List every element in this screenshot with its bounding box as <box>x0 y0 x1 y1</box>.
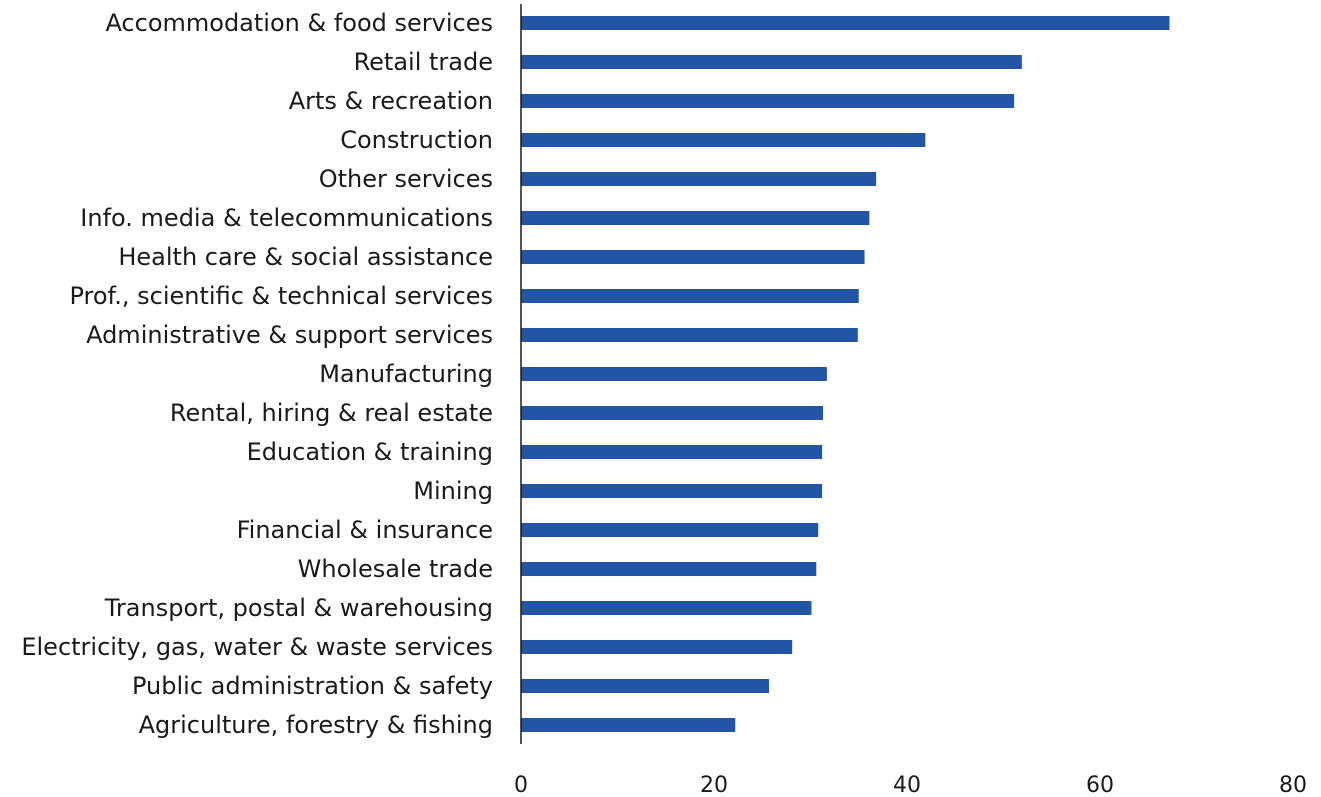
x-tick-label: 80 <box>1279 773 1307 797</box>
category-label: Prof., scientific & technical services <box>69 282 493 310</box>
bar <box>521 172 877 186</box>
category-label: Accommodation & food services <box>105 9 493 37</box>
bar <box>521 679 770 693</box>
bar <box>521 250 865 264</box>
x-tick-label: 20 <box>700 773 728 797</box>
bar <box>521 445 823 459</box>
category-label: Financial & insurance <box>237 516 493 544</box>
bar <box>521 484 823 498</box>
bar <box>521 718 736 732</box>
bar <box>521 16 1170 30</box>
bars-group <box>521 16 1170 732</box>
category-label: Retail trade <box>354 48 493 76</box>
category-label: Administrative & support services <box>86 321 493 349</box>
x-tick-labels-group: 0 20 40 60 80 <box>514 773 1307 797</box>
category-label: Health care & social assistance <box>118 243 493 271</box>
category-label: Info. media & telecommunications <box>80 204 493 232</box>
category-label: Electricity, gas, water & waste services <box>21 633 493 661</box>
bar <box>521 133 926 147</box>
category-label: Transport, postal & warehousing <box>104 594 493 622</box>
bar <box>521 523 819 537</box>
bar <box>521 640 793 654</box>
bar <box>521 562 817 576</box>
bar <box>521 55 1022 69</box>
category-label: Arts & recreation <box>289 87 493 115</box>
x-tick-label: 40 <box>893 773 921 797</box>
category-label: Wholesale trade <box>298 555 493 583</box>
bar <box>521 367 827 381</box>
category-label: Education & training <box>247 438 493 466</box>
category-labels-group: Accommodation & food services Retail trad… <box>21 9 493 739</box>
bar <box>521 94 1015 108</box>
category-label: Public administration & safety <box>132 672 493 700</box>
x-tick-label: 60 <box>1086 773 1114 797</box>
category-label: Construction <box>340 126 493 154</box>
category-label: Manufacturing <box>319 360 493 388</box>
bar <box>521 328 858 342</box>
bar <box>521 406 824 420</box>
bar <box>521 289 859 303</box>
category-label: Agriculture, forestry & fishing <box>139 711 493 739</box>
x-tick-label: 0 <box>514 773 528 797</box>
category-label: Mining <box>413 477 493 505</box>
category-label: Rental, hiring & real estate <box>170 399 493 427</box>
bar <box>521 211 870 225</box>
category-label: Other services <box>319 165 493 193</box>
bar <box>521 601 812 615</box>
